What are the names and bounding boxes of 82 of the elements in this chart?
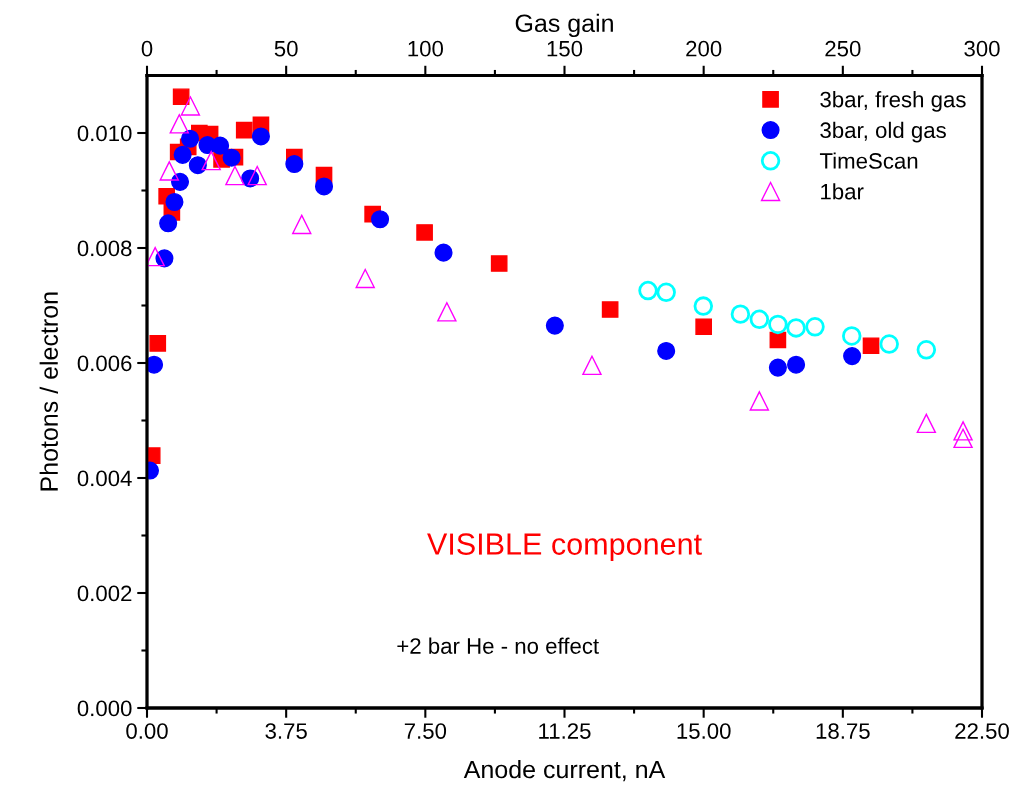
x-tick-label: 11.25 <box>539 723 591 739</box>
point <box>285 155 304 174</box>
point <box>149 335 167 352</box>
x-tick-label: 15.00 <box>677 723 731 739</box>
point <box>953 428 973 449</box>
y-tick-label: 0.006 <box>77 355 132 372</box>
point <box>693 296 714 316</box>
point <box>768 314 788 335</box>
point <box>638 280 658 301</box>
point <box>181 129 200 148</box>
x2-tick-label: 0 <box>141 40 153 57</box>
point <box>437 302 457 322</box>
x-axis-title: Anode current, nA <box>463 759 666 782</box>
x2-tick-label: 200 <box>686 40 722 57</box>
point <box>749 391 770 411</box>
point <box>371 210 390 229</box>
y-tick-label: 0.002 <box>77 585 132 602</box>
point <box>314 177 334 196</box>
point <box>355 268 375 289</box>
point <box>749 309 770 330</box>
point <box>786 318 806 338</box>
point <box>953 421 973 441</box>
point <box>545 316 564 335</box>
point <box>225 165 245 186</box>
point <box>211 136 230 155</box>
point <box>247 165 267 186</box>
x-tick-label: 22.50 <box>955 723 1009 739</box>
point <box>173 145 192 164</box>
point <box>916 413 937 434</box>
point <box>416 224 433 241</box>
point <box>159 214 178 233</box>
point <box>879 334 899 354</box>
point <box>188 156 207 175</box>
point <box>657 341 676 360</box>
point <box>180 96 201 116</box>
x-tick-label: 3.75 <box>265 723 307 739</box>
point <box>147 246 165 267</box>
x2-tick-label: 150 <box>547 40 583 57</box>
x2-tick-label: 250 <box>825 40 861 57</box>
x2-tick-label: 100 <box>408 40 443 57</box>
point <box>235 121 253 139</box>
x2-tick-label: 300 <box>964 40 1000 57</box>
point <box>582 355 602 376</box>
point <box>251 127 270 146</box>
y-tick-label: 0.010 <box>77 125 132 142</box>
x2-axis-title: Gas gain <box>515 13 613 38</box>
y-tick-label: 0.004 <box>77 470 132 487</box>
point <box>165 192 184 212</box>
annotation: VISIBLE component <box>427 533 702 561</box>
point <box>201 150 221 171</box>
y-axis-title: Photons / electron <box>39 292 58 491</box>
point <box>916 340 937 360</box>
point <box>169 114 190 134</box>
point <box>172 88 190 106</box>
x-tick-label: 0.00 <box>126 723 168 739</box>
point <box>434 243 453 262</box>
point <box>147 355 164 374</box>
legend-label: 3bar, fresh gas <box>820 91 966 112</box>
point <box>490 255 508 272</box>
point <box>171 172 190 191</box>
point <box>159 161 179 181</box>
y-tick-label: 0.000 <box>77 700 132 717</box>
x-tick-label: 7.50 <box>404 723 447 739</box>
x-tick-label: 18.75 <box>816 723 870 739</box>
point <box>695 318 713 336</box>
point <box>656 282 676 302</box>
point <box>805 317 825 337</box>
point <box>222 148 241 167</box>
point <box>787 355 806 374</box>
point <box>730 304 751 324</box>
point <box>843 347 862 366</box>
legend-label: 3bar, old gas <box>820 121 946 143</box>
legend-label: TimeScan <box>819 152 918 169</box>
y-tick-label: 0.008 <box>77 240 132 257</box>
annotation: +2 bar He - no effect <box>397 637 599 654</box>
x2-tick-label: 50 <box>274 40 298 57</box>
point <box>768 358 787 377</box>
point <box>842 326 862 346</box>
point <box>862 337 880 355</box>
point <box>601 301 619 318</box>
legend-label: 1bar <box>821 183 864 200</box>
point <box>292 214 312 235</box>
